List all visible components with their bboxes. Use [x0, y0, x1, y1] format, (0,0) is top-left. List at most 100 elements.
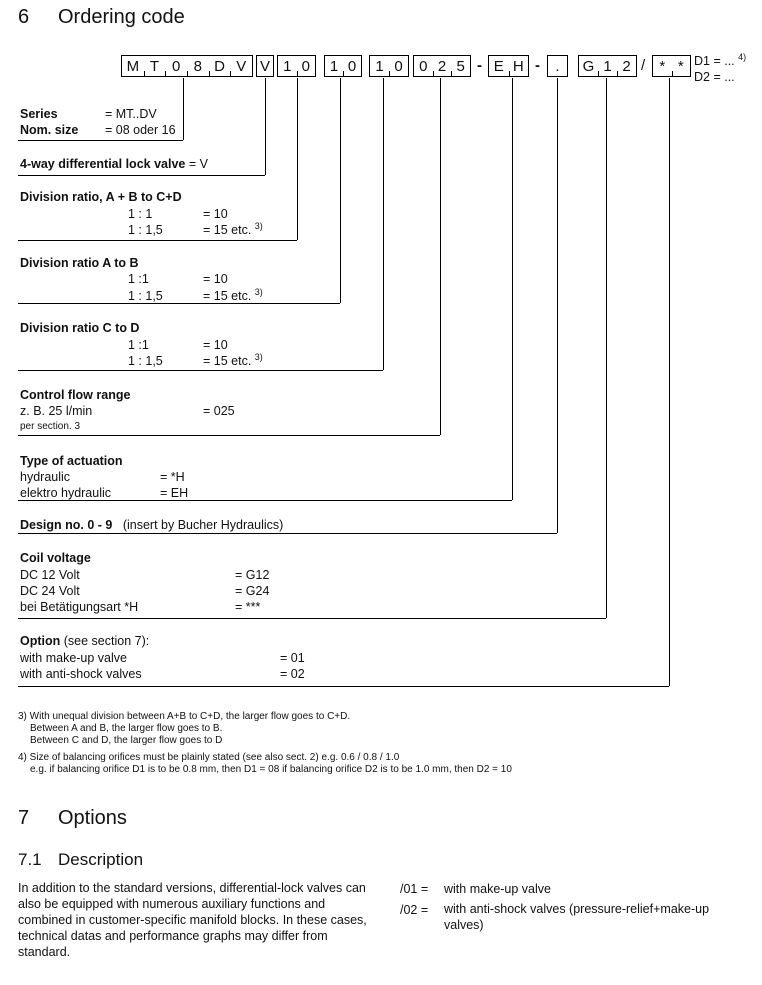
flow-note: per section. 3 [20, 421, 81, 432]
option-title: Option (see section 7): [20, 634, 150, 648]
connector-line [340, 78, 341, 303]
code-char: 8 [187, 56, 209, 76]
code-char: V [230, 56, 252, 76]
code-char: . [555, 58, 560, 75]
code-char: 1 [598, 56, 617, 76]
footnote-3: 3) With unequal division between A+B to … [18, 711, 351, 722]
code-char: G [582, 58, 595, 75]
actuation-option: elektro hydraulic [20, 486, 112, 500]
division-cd-title: Division ratio C to D [20, 321, 140, 335]
ratio-value: = 10 [203, 207, 228, 221]
section-7-title: Options [58, 807, 127, 829]
code-box: * * [652, 55, 691, 77]
d1-label: D1 = ... 4) [694, 51, 747, 68]
ratio-value: = 15 etc. 3) [203, 220, 263, 237]
ratio: 1 :1 [128, 338, 149, 352]
connector-line [18, 435, 440, 436]
ratio-value: = 10 [203, 272, 228, 286]
code-char: 1 [375, 58, 384, 75]
division-ab-title: Division ratio A to B [20, 256, 139, 270]
actuation-title: Type of actuation [20, 454, 123, 468]
code-char: * [659, 58, 666, 75]
code-box: V [256, 55, 274, 77]
section-6-title: Ordering code [58, 6, 185, 28]
code-separator: - [535, 57, 540, 74]
option-code: /01 = [400, 882, 429, 896]
coil-value: = G12 [235, 568, 270, 582]
code-char: H [508, 56, 529, 76]
coil-value: = *** [235, 600, 261, 614]
ratio-value: = 15 etc. 3) [203, 351, 263, 368]
connector-line [183, 78, 184, 140]
flow-example: z. B. 25 l/min [20, 404, 93, 418]
coil-option: DC 12 Volt [20, 568, 80, 582]
series-value: = MT..DV [105, 107, 157, 121]
lock-valve-row: 4-way differential lock valve = V [20, 157, 208, 171]
section-7-number: 7 [18, 807, 30, 829]
code-separator: / [641, 57, 646, 74]
connector-line [606, 78, 607, 618]
nom-size-value: = 08 oder 16 [105, 123, 176, 137]
code-char: * [671, 56, 691, 76]
nom-size-label: Nom. size [20, 123, 79, 137]
coil-option: DC 24 Volt [20, 584, 80, 598]
connector-line [512, 78, 513, 500]
connector-line [265, 78, 266, 175]
actuation-value: = EH [160, 486, 189, 500]
actuation-value: = *H [160, 470, 185, 484]
design-row: Design no. 0 - 9 (insert by Bucher Hydra… [20, 518, 284, 532]
code-char: D [208, 56, 231, 76]
option-value: = 01 [280, 651, 305, 665]
code-char: 1 [329, 58, 339, 75]
connector-line [18, 618, 606, 619]
connector-line [383, 78, 384, 370]
ratio: 1 : 1,5 [128, 289, 163, 303]
code-box: . [547, 55, 568, 77]
ratio-value: = 10 [203, 338, 228, 352]
code-char: M [126, 58, 140, 75]
code-char: E [493, 58, 504, 75]
code-separator: - [477, 57, 482, 74]
footnote-3-line: Between C and D, the larger flow goes to… [30, 735, 223, 746]
code-char: V [259, 58, 270, 75]
division-abcd-title: Division ratio, A + B to C+D [20, 190, 182, 204]
code-char: 0 [389, 56, 408, 76]
code-char: 1 [283, 58, 292, 75]
code-char: 5 [451, 56, 470, 76]
option-code: /02 = [400, 903, 429, 917]
d2-label: D2 = ... [694, 70, 735, 84]
description-text: In addition to the standard versions, di… [18, 881, 367, 959]
code-char: 2 [617, 56, 636, 76]
section-71-title: Description [58, 850, 144, 869]
coil-title: Coil voltage [20, 551, 91, 565]
connector-line [440, 78, 441, 435]
connector-line [18, 140, 183, 141]
actuation-option: hydraulic [20, 470, 71, 484]
series-label: Series [20, 107, 58, 121]
code-char: 0 [419, 58, 428, 75]
flow-title: Control flow range [20, 388, 131, 402]
coil-value: = G24 [235, 584, 270, 598]
flow-value: = 025 [203, 404, 235, 418]
connector-line [18, 370, 383, 371]
connector-line [18, 303, 340, 304]
connector-line [669, 78, 670, 686]
option-value: = 02 [280, 667, 305, 681]
option-item: with anti-shock valves [20, 667, 142, 681]
section-71-number: 7.1 [18, 850, 42, 869]
connector-line [557, 78, 558, 533]
code-char: 0 [343, 56, 361, 76]
option-description: with make-up valve [444, 882, 551, 896]
ratio: 1 :1 [128, 272, 149, 286]
code-char: 0 [165, 56, 187, 76]
code-char: 2 [432, 56, 452, 76]
coil-option: bei Betätigungsart *H [20, 600, 139, 614]
connector-line [18, 686, 669, 687]
